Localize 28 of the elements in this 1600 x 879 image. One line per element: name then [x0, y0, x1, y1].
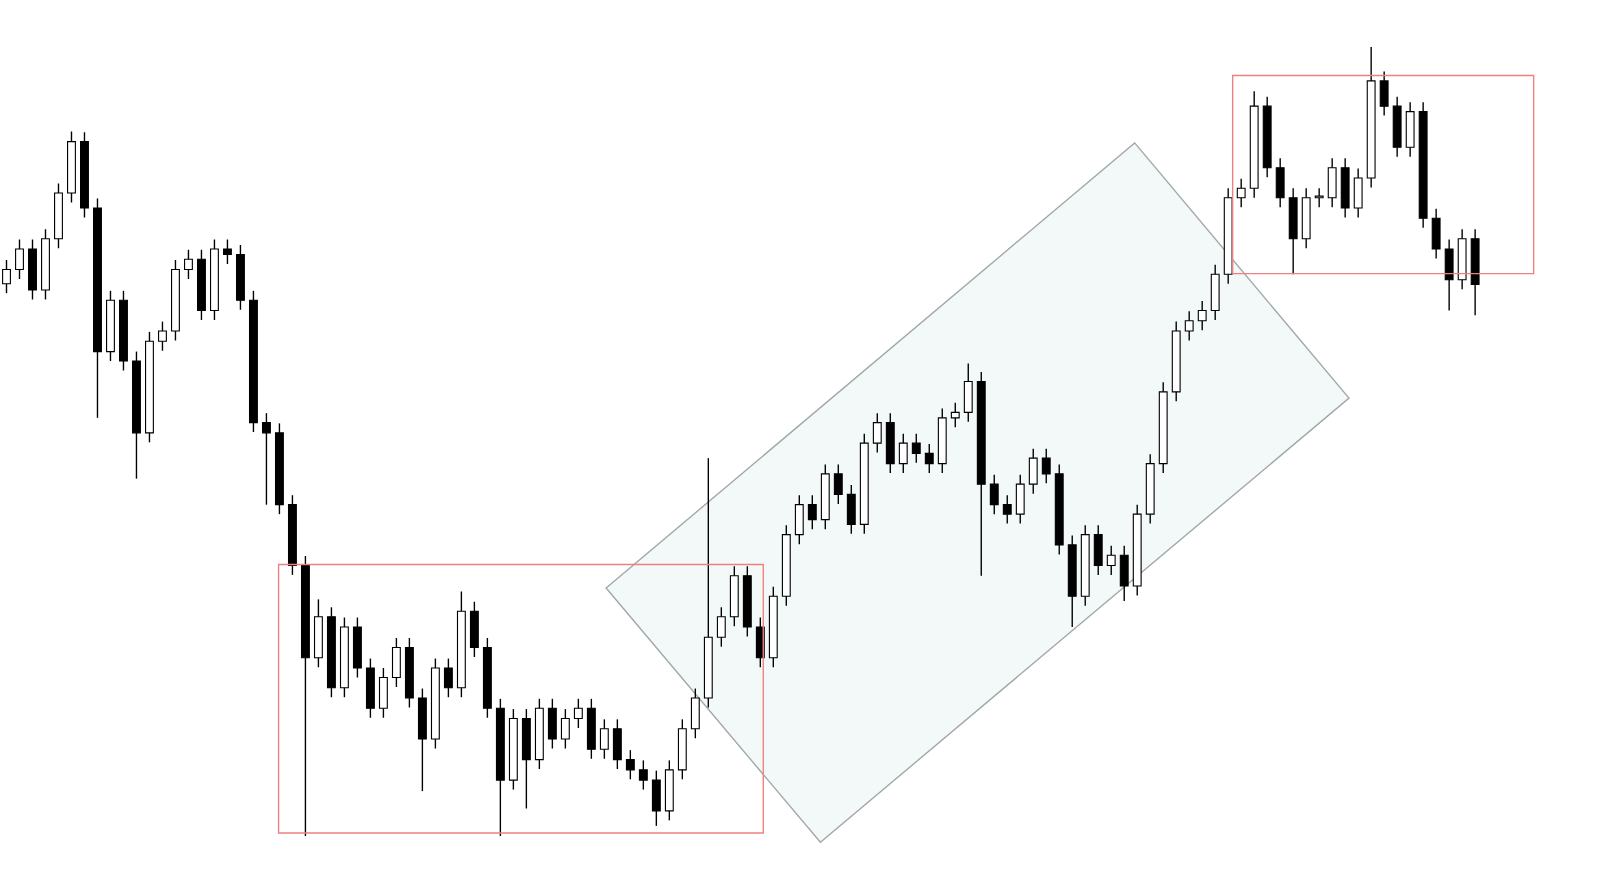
- candlestick: [183, 249, 193, 280]
- candlestick: [911, 432, 921, 464]
- candlestick: [1197, 300, 1207, 331]
- candlestick: [2, 259, 11, 294]
- candlestick: [807, 494, 817, 530]
- candlestick: [261, 412, 271, 506]
- candlestick: [1002, 494, 1012, 525]
- candlestick: [950, 402, 960, 429]
- candlestick: [158, 320, 167, 352]
- candlestick: [833, 463, 843, 505]
- candlestick: [1236, 178, 1246, 208]
- candlestick: [1314, 187, 1324, 208]
- candlestick: [443, 657, 453, 698]
- candlestick: [924, 443, 934, 474]
- candlestick: [15, 238, 24, 280]
- candlestick: [1041, 447, 1051, 485]
- candlestick: [638, 759, 648, 791]
- candlestick: [599, 718, 609, 760]
- candlestick: [573, 698, 583, 729]
- candlestick: [625, 749, 635, 780]
- candlestick: [1106, 545, 1116, 576]
- candlestick: [898, 432, 908, 474]
- candlestick: [716, 606, 726, 648]
- candlestick: [1184, 310, 1194, 342]
- candlestick: [872, 412, 882, 454]
- candlestick: [560, 708, 570, 750]
- candlestick: [989, 473, 999, 515]
- candlestick: [222, 238, 232, 265]
